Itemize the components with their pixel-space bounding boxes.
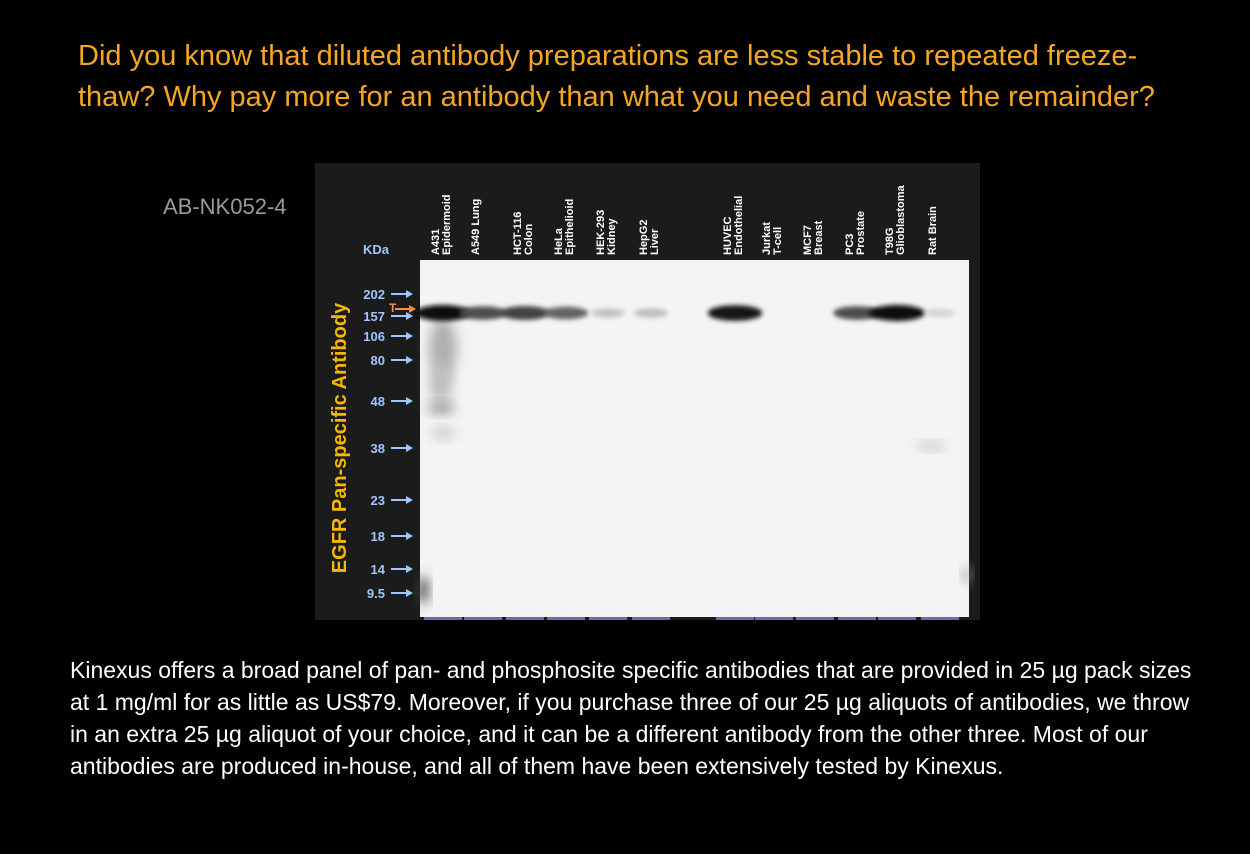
marker-label: 202 [363, 287, 385, 302]
marker-arrow-head [406, 397, 413, 405]
lane-label: PC3Prostate [844, 211, 867, 255]
blot-band [543, 306, 589, 320]
blot-smear [915, 442, 947, 450]
blot-band [591, 308, 625, 318]
lane-label: Rat Brain [927, 206, 939, 255]
lane-label: JurkatT-cell [761, 222, 784, 255]
lane-label: A431Epidermoid [430, 194, 453, 255]
blot-smear [429, 318, 457, 378]
marker-label: 38 [371, 441, 385, 456]
marker-arrow-head [406, 356, 413, 364]
kda-axis-label: KDa [363, 242, 390, 257]
lane-bottom-strip [921, 617, 959, 620]
lane-bottom-strip [878, 617, 916, 620]
body-text: Kinexus offers a broad panel of pan- and… [70, 657, 1192, 779]
lane-bottom-strip [424, 617, 462, 620]
lane-label: HeLaEpithelioid [553, 199, 576, 255]
blot-membrane [420, 260, 969, 617]
lane-bottom-strip [755, 617, 793, 620]
lane-bottom-strip [464, 617, 502, 620]
marker-label: 23 [371, 493, 385, 508]
western-blot-image: EGFR Pan-specific Antibody KDa 202 157 106… [329, 184, 971, 620]
blot-band [869, 305, 925, 321]
marker-label: 14 [371, 562, 386, 577]
lane-bottom-strip [589, 617, 627, 620]
blot-smear [429, 363, 453, 403]
blot-smear [427, 402, 455, 414]
blot-band [833, 306, 881, 320]
blot-band [415, 305, 471, 321]
target-marker-label: T [389, 301, 397, 315]
blot-smear [431, 427, 455, 439]
marker-arrow-head [406, 496, 413, 504]
lane-label: MCF7Breast [802, 220, 825, 255]
blot-band [707, 305, 763, 321]
product-code: AB-NK052-4 [163, 194, 287, 219]
marker-arrow-head [406, 444, 413, 452]
marker-arrow-head [406, 290, 413, 298]
marker-label: 80 [371, 353, 385, 368]
blot-band [459, 306, 507, 320]
blot-smear [963, 567, 971, 583]
lane-label: HepG2Liver [638, 220, 661, 255]
lane-label: T98GGlioblastoma [884, 184, 907, 255]
marker-arrow-head [406, 332, 413, 340]
antibody-label: EGFR Pan-specific Antibody [329, 302, 351, 573]
lane-bottom-strip [632, 617, 670, 620]
lane-label: A549 Lung [470, 199, 482, 255]
blot-smear [418, 576, 428, 604]
marker-arrow-head [406, 532, 413, 540]
marker-label: 18 [371, 529, 385, 544]
blot-band [634, 308, 668, 318]
marker-label: 9.5 [367, 586, 385, 601]
lane-bottom-strip [838, 617, 876, 620]
blot-band [924, 308, 956, 318]
lane-label: HEK-293Kidney [595, 210, 618, 255]
marker-label: 106 [363, 329, 385, 344]
lane-label: HUVECEndothelial [722, 196, 745, 255]
lane-bottom-strip [506, 617, 544, 620]
lane-bottom-strip [547, 617, 585, 620]
marker-label: 157 [363, 309, 385, 324]
lane-label: HCT-116Colon [512, 212, 535, 255]
lane-bottom-strip [796, 617, 834, 620]
marker-label: 48 [371, 394, 385, 409]
headline: Did you know that diluted antibody prepa… [78, 40, 1155, 113]
marker-arrow-head [406, 565, 413, 573]
target-marker-arrow-head [409, 305, 416, 313]
marker-arrow-head [406, 589, 413, 597]
marker-arrow-head [406, 312, 413, 320]
western-blot-figure: EGFR Pan-specific Antibody KDa 202 157 106… [315, 163, 980, 620]
blot-band [500, 306, 550, 320]
lane-bottom-strip [716, 617, 754, 620]
